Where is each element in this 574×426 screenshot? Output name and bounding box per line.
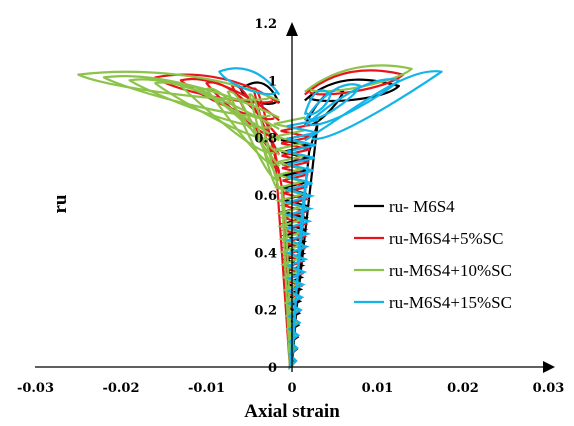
legend: ru- M6S4 ru-M6S4+5%SC ru-M6S4+10%SC ru-M6S4… [354,197,512,312]
y-tick-label: 1.2 [254,17,277,32]
y-tick-label: 0.8 [254,132,277,147]
y-tick-label: 1 [268,74,277,89]
x-tick-label: -0.02 [102,381,139,396]
x-tick-label: -0.03 [17,381,54,396]
legend-label: ru-M6S4+5%SC [389,229,503,248]
legend-label: ru-M6S4+10%SC [389,261,512,280]
hysteresis-loop [128,78,280,130]
y-tick-label: 0 [268,361,277,376]
hysteresis-loop [218,67,281,96]
y-axis-arrowhead [286,22,298,36]
series-group [154,69,405,370]
y-axis-title: ru [50,194,71,213]
x-axis-arrowhead [543,361,555,373]
x-axis-title: Axial strain [244,401,340,422]
x-tick-label: 0.03 [533,381,565,396]
legend-label: ru-M6S4+15%SC [389,293,512,312]
y-tick-label: 0.6 [254,189,277,204]
hysteresis-loop [304,64,413,93]
y-tick-label: 0.2 [254,304,277,319]
hysteresis-loop [248,93,281,190]
x-tick-label: -0.01 [188,381,225,396]
x-tick-label: 0 [287,381,296,396]
x-tick-label: 0.02 [447,381,479,396]
x-tick-label: 0.01 [362,381,394,396]
legend-label: ru- M6S4 [389,197,455,216]
hysteresis-loop [303,83,362,121]
y-tick-labels: 0 0.2 0.4 0.6 0.8 1 1.2 [254,17,277,376]
hysteresis-loop [304,70,443,142]
plot-area [77,64,443,371]
hysteresis-loop [304,78,400,128]
axes [35,22,555,373]
hysteresis-loop [304,78,400,103]
y-tick-label: 0.4 [254,246,277,261]
series-group [239,78,400,371]
hysteresis-loop [303,89,332,116]
series-group [218,67,443,370]
series-group [77,64,413,370]
x-tick-labels: -0.03 -0.02 -0.01 0 0.01 0.02 0.03 [17,381,564,396]
